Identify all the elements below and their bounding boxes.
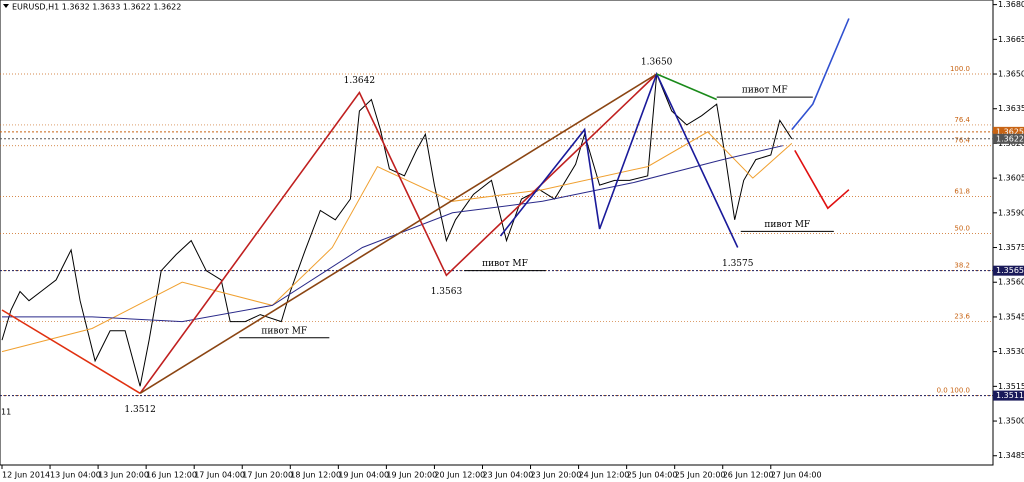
- pivot-label: пивот MF: [261, 326, 307, 336]
- y-tick-label: 1.3590: [998, 208, 1024, 217]
- drawing-line: [791, 18, 850, 131]
- pivot-value: 1.3512: [124, 405, 156, 415]
- drawing-line: [656, 73, 718, 101]
- y-tick-label: 1.3545: [998, 312, 1024, 321]
- y-tick-label: 1.3575: [998, 243, 1024, 252]
- menu-arrow[interactable]: [3, 4, 9, 8]
- price-tag-label: 1.3511: [996, 391, 1024, 400]
- x-tick-label: 24 Jun 12:00: [579, 471, 630, 480]
- drawing-line: [499, 71, 739, 248]
- x-tick-label: 17 Jun 04:00: [194, 471, 245, 480]
- fib-label: 23.6: [954, 313, 970, 321]
- y-tick-label: 1.3515: [998, 382, 1024, 391]
- fib-label: 0.0 100.0: [937, 387, 970, 395]
- y-tick-label: 1.3650: [998, 70, 1024, 79]
- y-tick-label: 1.3665: [998, 35, 1024, 44]
- pivot-label: пивот MF: [482, 259, 528, 269]
- price-tag: [993, 265, 1024, 276]
- drawing-line: [139, 73, 658, 394]
- fib-label: 100.0: [950, 65, 970, 73]
- y-tick-label: 1.3530: [998, 347, 1024, 356]
- y-tick-label: 1.3485: [998, 451, 1024, 460]
- x-tick-label: 26 Jun 12:00: [723, 471, 774, 480]
- x-tick-label: 13 Jun 20:00: [98, 471, 149, 480]
- fib-label: 76.4: [954, 137, 970, 145]
- price-tag-label: 1.3622: [996, 134, 1024, 143]
- fib-label: 50.0: [954, 225, 970, 233]
- price-line-series: [1, 73, 793, 387]
- pivot-label: пивот MF: [764, 220, 810, 230]
- corner-text: 11: [1, 408, 11, 417]
- x-tick-label: 17 Jun 20:00: [242, 471, 293, 480]
- price-tag-label: 1.3625: [996, 127, 1024, 136]
- y-tick-label: 1.3680: [998, 0, 1024, 9]
- price-line-series: [2, 145, 783, 323]
- x-tick-label: 18 Jun 12:00: [290, 471, 341, 480]
- y-tick-label: 1.3560: [998, 278, 1024, 287]
- y-tick-label: 1.3605: [998, 174, 1024, 183]
- pivot-value: 1.3563: [431, 287, 463, 297]
- fib-label: 38.2: [954, 262, 970, 270]
- fib-label: 76.4: [954, 116, 970, 124]
- fib-label: 61.8: [954, 188, 970, 196]
- pivot-value: 1.3650: [641, 58, 673, 68]
- pivot-value: 1.3575: [722, 259, 754, 269]
- price-line-series: [1, 131, 793, 353]
- drawing-line: [1, 309, 141, 394]
- drawing-line: [794, 150, 850, 210]
- x-tick-label: 19 Jun 04:00: [338, 471, 389, 480]
- x-tick-label: 25 Jun 04:00: [627, 471, 678, 480]
- y-tick-label: 1.3500: [998, 417, 1024, 426]
- x-tick-label: 13 Jun 04:00: [50, 471, 101, 480]
- pivot-value: 1.3642: [344, 76, 376, 86]
- plot-frame: [0, 0, 994, 466]
- price-tag: [993, 390, 1024, 401]
- x-tick-label: 25 Jun 20:00: [675, 471, 726, 480]
- y-tick-label: 1.3635: [998, 104, 1024, 113]
- x-tick-label: 19 Jun 20:00: [386, 471, 437, 480]
- price-tag: [993, 133, 1024, 144]
- x-tick-label: 20 Jun 12:00: [434, 471, 485, 480]
- drawing-line: [139, 73, 658, 394]
- chart-title: EURUSD,H1 1.3632 1.3633 1.3622 1.3622: [12, 3, 181, 12]
- x-tick-label: 23 Jun 04:00: [482, 471, 533, 480]
- x-tick-label: 12 Jun 2014: [2, 471, 50, 480]
- x-tick-label: 27 Jun 04:00: [771, 471, 822, 480]
- price-tag: [993, 126, 1024, 137]
- x-tick-label: 16 Jun 12:00: [146, 471, 197, 480]
- x-tick-label: 23 Jun 20:00: [531, 471, 582, 480]
- price-tag-label: 1.3565: [996, 266, 1024, 275]
- pivot-label: пивот MF: [742, 86, 788, 96]
